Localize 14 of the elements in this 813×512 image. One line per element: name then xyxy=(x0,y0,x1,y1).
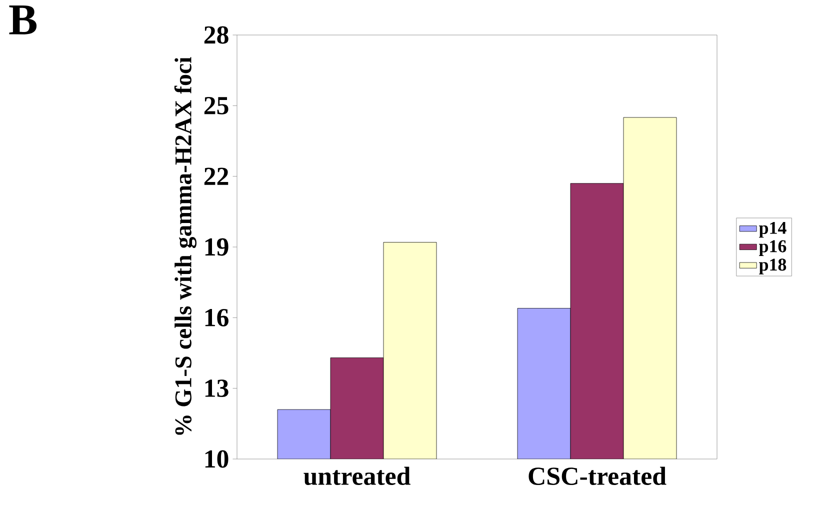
legend-label: p18 xyxy=(759,258,786,274)
legend-label: p14 xyxy=(759,222,786,238)
y-tick-label: 22 xyxy=(204,168,228,185)
y-tick-label: 25 xyxy=(204,96,228,114)
y-tick-label: 19 xyxy=(205,238,228,256)
y-tick-label: 28 xyxy=(204,26,228,44)
x-tick-label: CSC-treated xyxy=(528,466,666,485)
text: B xyxy=(9,6,37,34)
y-tick-label: 16 xyxy=(205,308,228,326)
y-tick-label: 10 xyxy=(205,450,228,468)
y-tick-label: 13 xyxy=(205,380,228,398)
y-axis-title: % G1-S cells with gamma-H2AX foci xyxy=(174,57,196,435)
x-tick-label: untreated xyxy=(304,466,410,486)
legend-label: p16 xyxy=(759,240,786,256)
